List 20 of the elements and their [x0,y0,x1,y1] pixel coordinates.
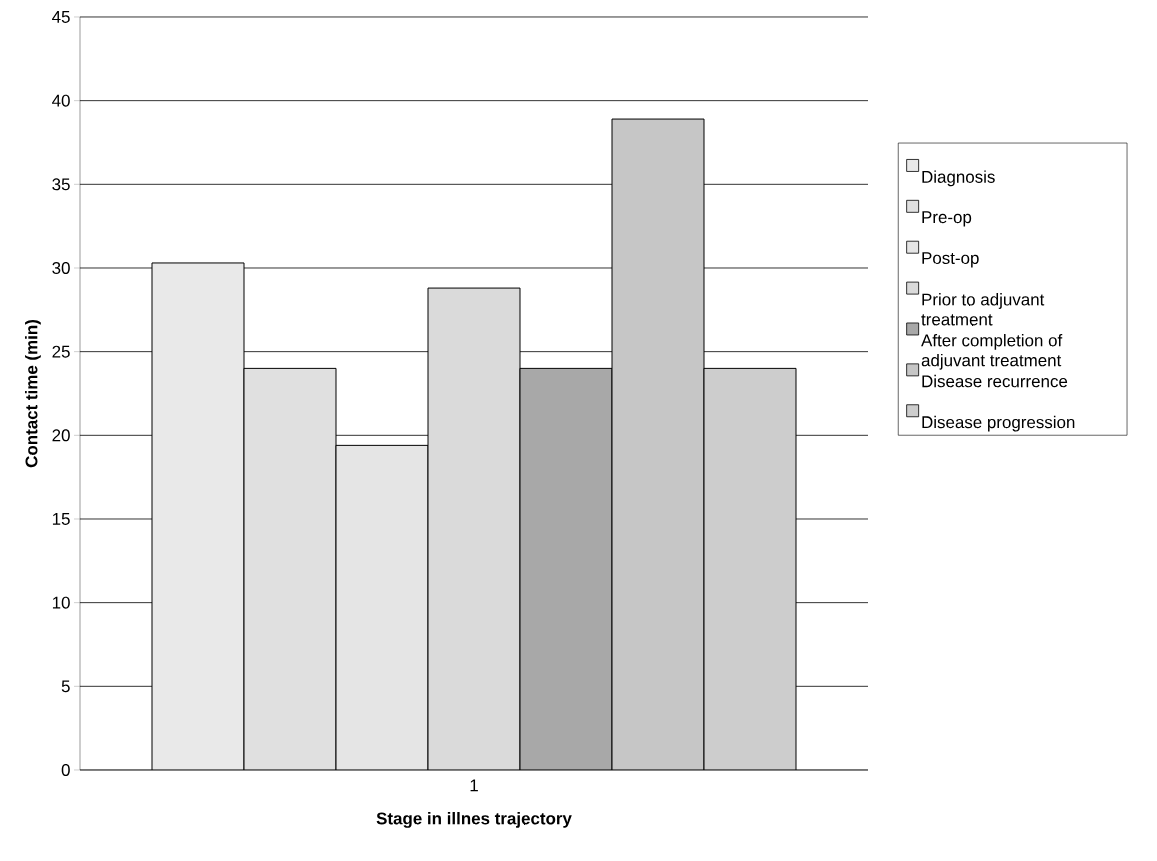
legend-label: Diagnosis [922,170,995,187]
legend-label: Disease recurrence [922,374,1068,388]
y-tick-label: 25 [52,345,70,358]
y-tick-label: 35 [52,178,70,191]
y-tick-label: 5 [61,680,70,693]
x-axis-title: Stage in illnes trajectory [376,812,572,828]
legend-label: Disease progression [922,415,1075,432]
y-tick-label: 15 [52,513,70,525]
y-tick-label: 45 [52,11,70,23]
y-axis-title: Contact time (min) [25,320,41,468]
y-tick-label: 30 [52,261,70,274]
x-tick-label: 1 [470,779,478,792]
legend-label: Prior to adjuvant treatment [921,293,1045,326]
legend-label: Post-op [922,252,979,268]
y-tick-label: 20 [52,429,70,442]
y-tick-label: 40 [52,94,70,107]
legend-label: After completion of adjuvant treatment [921,333,1063,370]
y-tick-label: 10 [52,596,70,609]
legend-label: Pre-op [922,211,972,227]
y-tick-label: 0 [61,763,70,776]
